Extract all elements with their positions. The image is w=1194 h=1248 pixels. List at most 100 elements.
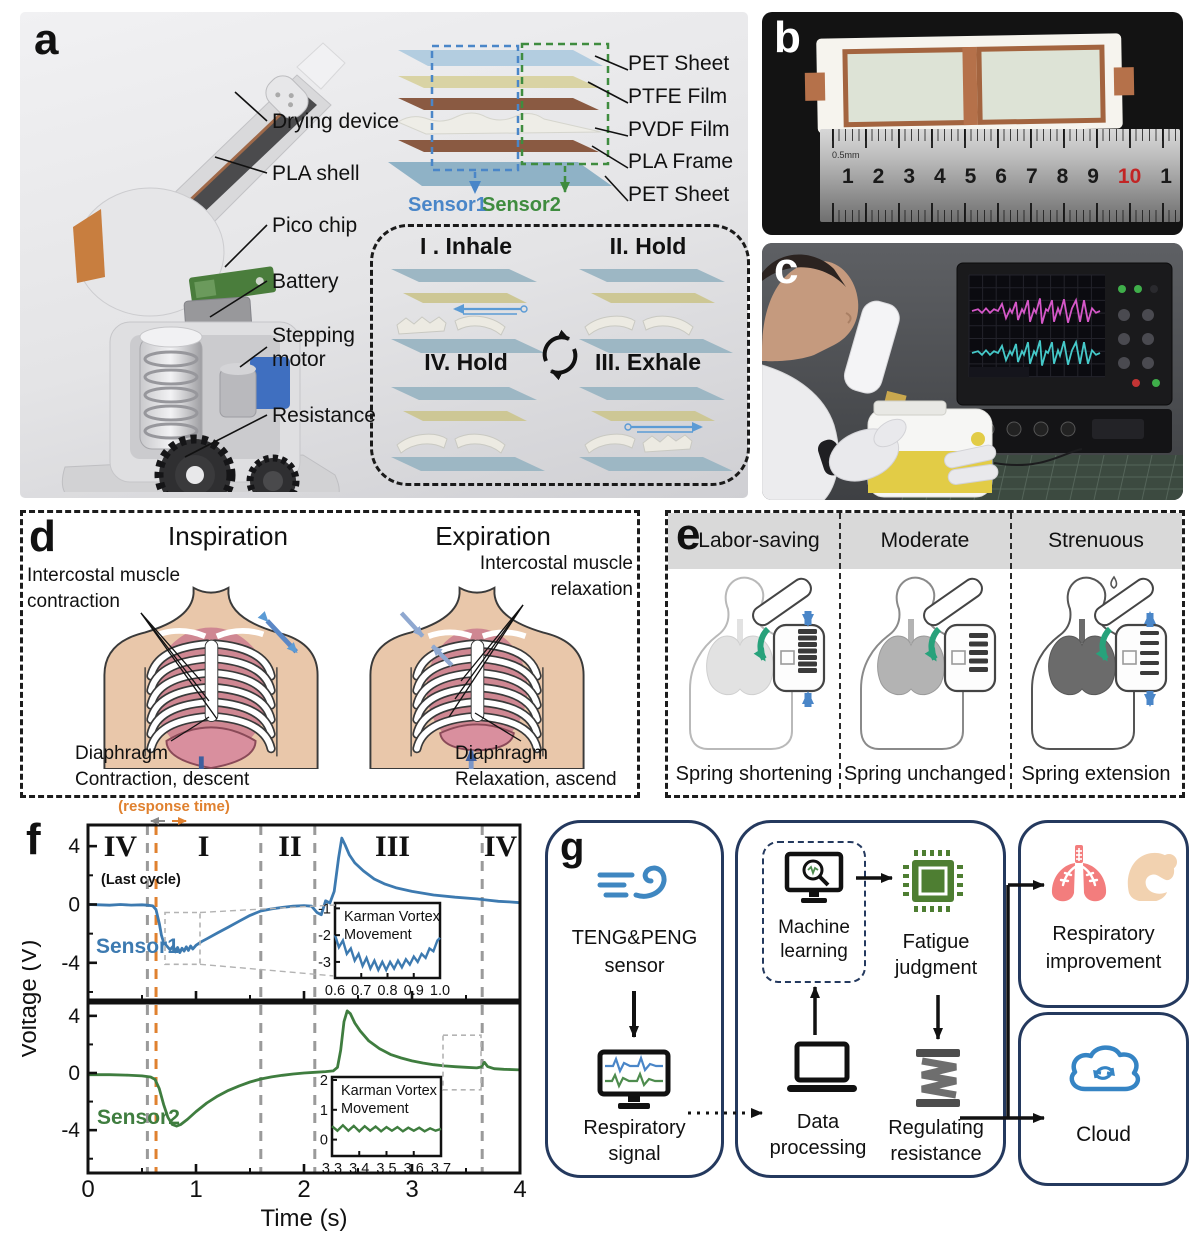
svg-text:Movement: Movement <box>341 1101 409 1117</box>
svg-text:0.6: 0.6 <box>325 983 345 999</box>
label-resistance: Resistance <box>272 404 376 427</box>
panel-b-sensor-photo: b 0.5mm 1 2 3 4 5 6 7 8 9 10 1 <box>762 12 1183 235</box>
blue-bracket <box>250 357 290 409</box>
svg-text:3.5: 3.5 <box>376 1161 396 1177</box>
label-line: Relaxation, ascend <box>455 768 617 790</box>
svg-text:0: 0 <box>68 893 80 916</box>
copper-tab-left <box>804 72 826 101</box>
teng-peng-line2: sensor <box>604 955 665 977</box>
mode-labor-saving: Labor-saving <box>698 529 820 552</box>
cycle-label-exhale: III. Exhale <box>594 349 702 375</box>
probe-wire <box>993 448 1083 466</box>
spring-shortening-label: Spring shortening <box>675 763 833 785</box>
mouthpiece-tube <box>843 300 900 394</box>
regulating-resistance-line2: resistance <box>890 1143 982 1165</box>
sensor-device-photo <box>804 33 1135 134</box>
svg-text:4: 4 <box>68 835 80 858</box>
sternum <box>470 639 485 723</box>
panel-e-training-modes: e Labor-saving Moderate Strenuous Spring… <box>665 510 1185 798</box>
diaphragm-contraction-label: Diaphragm Contraction, descent <box>75 741 249 792</box>
cycle-stacks <box>391 269 733 471</box>
sensor-cell-left <box>842 46 972 128</box>
lab-coat <box>762 364 840 500</box>
svg-text:4: 4 <box>513 1176 526 1203</box>
metal-ruler: 0.5mm 1 2 3 4 5 6 7 8 9 10 1 <box>820 129 1180 222</box>
respiratory-signal-monitor-icon <box>597 1049 671 1109</box>
voltage-time-chart: 4 0 -4 Karman Vortex Movement -1 -2 -3 0.6 0.7 0.8… <box>22 800 527 1232</box>
respiratory-signal-line1: Respiratory <box>583 1117 686 1139</box>
data-processing-line2: processing <box>769 1137 867 1159</box>
svg-text:Karman Vortex: Karman Vortex <box>344 909 441 925</box>
label-drying-device: Drying device <box>272 110 400 133</box>
sensor1-stack-label: Sensor1 <box>408 194 487 216</box>
oscilloscope-trace-magenta <box>971 297 1101 324</box>
svg-text:0.9: 0.9 <box>404 983 424 999</box>
sensor1-dashed-region <box>430 44 520 172</box>
intercostal-contraction-label: Intercostal muscle contraction <box>27 563 180 614</box>
label-ptfe-film: PTFE Film <box>628 85 728 108</box>
diaphragm-relaxation-label: Diaphragm Relaxation, ascend <box>455 741 617 792</box>
rib-expansion-arrow <box>257 611 299 654</box>
oscilloscope <box>956 262 1173 453</box>
machine-learning-line1: Machine <box>778 917 850 938</box>
sensor2-dashed-region <box>520 42 610 166</box>
svg-text:-1: -1 <box>318 901 331 917</box>
svg-text:3: 3 <box>405 1176 418 1203</box>
regulating-spring-icon <box>916 1049 960 1107</box>
down-arrow <box>629 991 639 1038</box>
panel-letter-d: d <box>29 512 56 561</box>
spring-part <box>139 326 203 450</box>
data-processing-line1: Data <box>796 1111 840 1133</box>
svg-text:3.6: 3.6 <box>404 1161 424 1177</box>
svg-text:IV: IV <box>484 830 518 863</box>
ruler-num: 6 <box>995 165 1007 188</box>
svg-text:Movement: Movement <box>344 927 412 943</box>
gear-small <box>246 454 300 492</box>
fatigue-chip-icon <box>903 850 963 912</box>
spring-unchanged-label: Spring unchanged <box>843 763 1007 785</box>
mode-header-band <box>668 513 1182 572</box>
label-line: contraction <box>27 590 120 612</box>
cycle-label-hold2: II. Hold <box>609 233 687 259</box>
svg-text:(Last cycle): (Last cycle) <box>101 872 181 888</box>
expiration-title: Expiration <box>435 521 551 551</box>
mouthpiece <box>296 42 346 90</box>
cloud-icon <box>1069 1045 1141 1092</box>
svg-text:2: 2 <box>297 1176 310 1203</box>
svg-text:Sensor2: Sensor2 <box>97 1106 180 1129</box>
svg-text:Karman Vortex: Karman Vortex <box>341 1083 438 1099</box>
svg-text:2: 2 <box>320 1073 328 1089</box>
mode-moderate: Moderate <box>880 529 970 552</box>
label-stepping-motor: Stepping motor <box>272 324 355 371</box>
svg-text:I: I <box>198 830 210 863</box>
label-pla-frame: PLA Frame <box>628 150 734 173</box>
svg-text:II: II <box>278 830 301 863</box>
ruler-num: 7 <box>1025 165 1038 188</box>
ruler-num: 1 <box>842 165 854 188</box>
svg-text:0: 0 <box>320 1133 328 1149</box>
machine-learning-dashed-box: Machine learning <box>762 841 866 983</box>
label-pla-shell: PLA shell <box>272 162 360 185</box>
rib-relax-arrow-1 <box>399 611 425 638</box>
svg-text:1.0: 1.0 <box>430 983 450 999</box>
mode-separator-2 <box>1010 513 1012 789</box>
ruler-num: 8 <box>1056 165 1069 188</box>
pvdf-film-layer <box>396 112 602 135</box>
fatigue-judgment-line2: judgment <box>894 957 978 979</box>
cycle-arrows-icon <box>542 329 578 381</box>
lungs-icon <box>1051 845 1107 902</box>
usage-photo-scene <box>762 243 1183 500</box>
person-profile <box>762 254 859 362</box>
ruler-ticks-bottom-major <box>832 203 1176 222</box>
ruler-num: 4 <box>933 165 946 188</box>
svg-text:Sensor1: Sensor1 <box>96 935 179 958</box>
label-line: Intercostal muscle <box>479 553 633 574</box>
pla-frame-layer-2 <box>398 140 599 152</box>
regulating-resistance-line1: Regulating <box>888 1117 984 1139</box>
ruler-num: 2 <box>872 165 885 188</box>
oscilloscope-trace-cyan <box>971 339 1101 366</box>
panel-letter-e: e <box>676 510 701 559</box>
label-pet-sheet-1: PET Sheet <box>628 52 730 75</box>
label-line: Contraction, descent <box>75 768 250 790</box>
breathing-cycle-box: I . Inhale II. Hold IV. Hold III. Exhale <box>370 224 750 486</box>
